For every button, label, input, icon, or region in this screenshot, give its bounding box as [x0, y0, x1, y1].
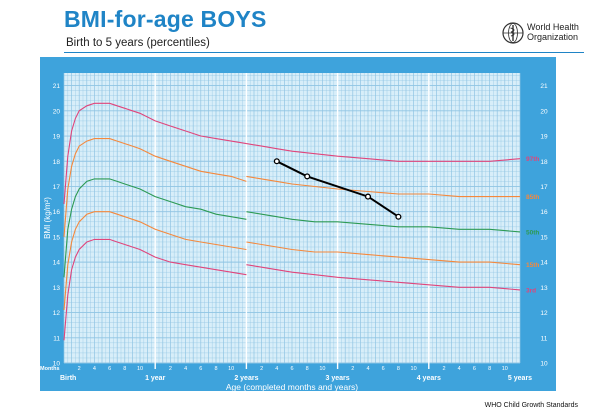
x-tick-label: 8 [123, 366, 126, 372]
y-tick-label-left: 18 [53, 159, 61, 166]
y-tick-label-left: 10 [53, 361, 61, 368]
percentile-label-3rd: 3rd [526, 287, 536, 294]
child-bmi-line [276, 160, 399, 218]
percentile-line-85th [63, 138, 247, 237]
x-tick-label: 10 [137, 366, 143, 372]
grid-lines [63, 73, 521, 369]
x-tick-label: 2 [78, 366, 81, 372]
y-tick-label-right: 16 [540, 209, 548, 216]
x-tick-label: 6 [199, 366, 202, 372]
percentile-line-3rd [246, 264, 521, 291]
x-tick-label: 8 [306, 366, 309, 372]
x-tick-label: 8 [397, 366, 400, 372]
x-tick-label: 2 [442, 366, 445, 372]
x-tick-label: 6 [108, 366, 111, 372]
y-tick-label-right: 11 [541, 335, 548, 342]
child-bmi-point [364, 193, 372, 200]
child-bmi-point [273, 158, 280, 165]
y-tick-label-left: 15 [53, 234, 61, 241]
page-title: BMI-for-age BOYS [64, 6, 267, 32]
x-tick-label: 2 [351, 366, 354, 372]
x-year-label: 1 year [145, 375, 166, 382]
x-tick-label: 10 [228, 366, 234, 372]
child-bmi-point [395, 213, 402, 220]
x-unit-label: Months [40, 366, 60, 372]
percentile-line-15th [246, 241, 521, 266]
y-tick-label-left: 16 [53, 209, 61, 216]
x-tick-label: 6 [473, 366, 476, 372]
x-axis-label: Age (completed months and years) [226, 382, 358, 392]
y-axis-label: BMI (kg/m²) [43, 197, 52, 239]
x-tick-label: 4 [93, 366, 96, 372]
child-bmi-point [304, 173, 311, 180]
y-tick-label-right: 18 [540, 159, 548, 166]
y-tick-label-left: 11 [53, 335, 60, 342]
x-tick-label: 2 [260, 366, 263, 372]
x-year-label: Birth [60, 375, 76, 382]
x-tick-label: 8 [488, 366, 491, 372]
footer-source: WHO Child Growth Standards [484, 402, 578, 409]
x-year-label: 2 years [234, 375, 258, 382]
y-tick-label-left: 14 [53, 260, 61, 267]
percentile-line-3rd [63, 238, 247, 341]
x-tick-label: 10 [319, 366, 325, 372]
y-tick-label-right: 15 [540, 234, 548, 241]
x-year-label: 3 years [326, 375, 350, 382]
x-year-label: 5 years [508, 375, 532, 382]
y-tick-label-left: 17 [53, 184, 61, 191]
x-tick-label: 8 [214, 366, 217, 372]
organization-name: World Health Organization [527, 22, 579, 42]
who-emblem-icon [502, 22, 524, 44]
y-tick-label-left: 12 [53, 310, 61, 317]
y-tick-label-right: 13 [540, 285, 548, 292]
y-tick-label-right: 10 [540, 361, 548, 368]
x-tick-label: 4 [458, 366, 461, 372]
x-tick-label: 4 [366, 366, 369, 372]
y-tick-label-left: 20 [53, 108, 61, 115]
y-tick-label-right: 21 [540, 83, 548, 90]
y-tick-label-right: 19 [540, 134, 548, 141]
y-tick-label-left: 19 [53, 134, 61, 141]
y-tick-label-right: 20 [540, 108, 548, 115]
percentile-label-85th: 85th [526, 194, 539, 201]
percentile-label-50th: 50th [526, 229, 539, 236]
x-tick-label: 6 [290, 366, 293, 372]
percentile-label-97th: 97th [526, 156, 539, 163]
percentile-line-50th [63, 178, 247, 278]
y-tick-label-right: 14 [540, 260, 548, 267]
x-tick-label: 6 [382, 366, 385, 372]
y-tick-label-left: 21 [53, 83, 61, 90]
percentile-line-15th [63, 211, 247, 311]
y-tick-label-left: 13 [53, 285, 61, 292]
percentile-label-15th: 15th [526, 262, 539, 269]
x-tick-label: 10 [502, 366, 508, 372]
percentile-line-85th [246, 175, 520, 198]
x-tick-label: 4 [275, 366, 278, 372]
x-tick-label: 4 [184, 366, 187, 372]
page-subtitle: Birth to 5 years (percentiles) [66, 37, 210, 49]
x-tick-label: 2 [169, 366, 172, 372]
title-divider [64, 52, 584, 53]
percentile-line-97th [246, 143, 521, 162]
x-tick-label: 10 [411, 366, 417, 372]
y-tick-label-right: 17 [540, 184, 548, 191]
y-tick-label-right: 12 [540, 310, 548, 317]
percentile-line-50th [246, 211, 521, 233]
x-year-label: 4 years [417, 375, 441, 382]
percentile-line-97th [63, 102, 247, 205]
